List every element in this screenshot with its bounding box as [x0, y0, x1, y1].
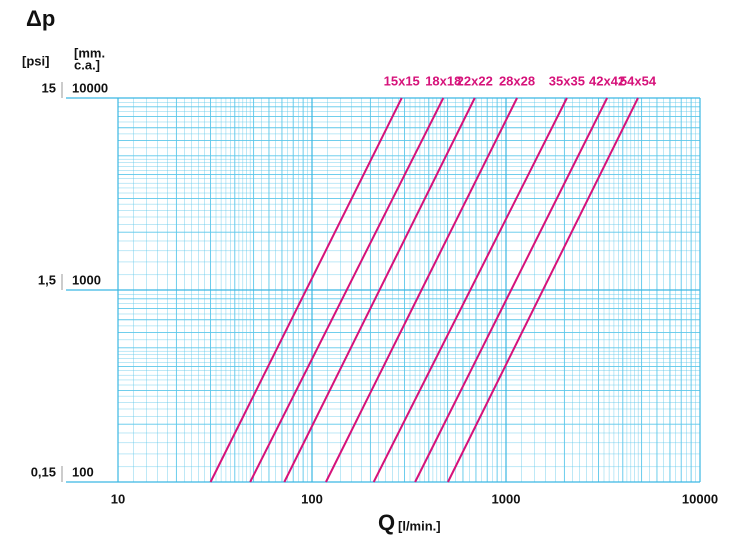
series-label: 22x22	[457, 73, 493, 88]
series-label: 18x18	[425, 73, 461, 88]
y2-tick-label: 1,5	[38, 272, 56, 287]
x-unit: [l/min.]	[398, 518, 441, 533]
series-label: 42x42	[589, 73, 625, 88]
series-label: 54x54	[620, 73, 657, 88]
series-label: 15x15	[384, 73, 420, 88]
series-line	[209, 97, 403, 483]
x-title: Q	[378, 510, 395, 535]
y-unit: [mm.	[74, 45, 105, 60]
x-tick-label: 10000	[682, 491, 718, 506]
x-tick-label: 10	[111, 491, 125, 506]
y-tick-label: 1000	[72, 272, 101, 287]
series-line	[372, 97, 568, 483]
y2-unit: [psi]	[22, 53, 49, 68]
series-line	[447, 97, 639, 483]
series-line	[325, 97, 518, 483]
series-label: 28x28	[499, 73, 535, 88]
x-tick-label: 1000	[492, 491, 521, 506]
series-line	[283, 97, 476, 483]
series-line	[414, 97, 608, 483]
y2-tick-label: 0,15	[31, 464, 56, 479]
y-title: Δp	[26, 6, 55, 31]
x-tick-label: 100	[301, 491, 323, 506]
y-tick-label: 10000	[72, 80, 108, 95]
y2-tick-label: 15	[42, 80, 56, 95]
series-line	[249, 97, 445, 483]
series-label: 35x35	[549, 73, 585, 88]
y-tick-label: 100	[72, 464, 94, 479]
y-unit: c.a.]	[74, 57, 100, 72]
